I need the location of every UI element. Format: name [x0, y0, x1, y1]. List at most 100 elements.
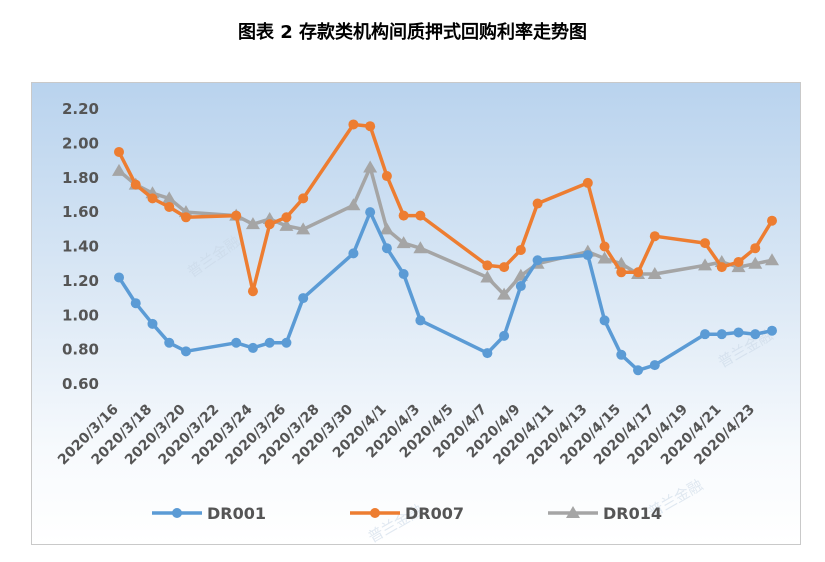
dr007-point: [114, 146, 124, 157]
dr001-point: [281, 337, 292, 348]
dr007-point: [398, 210, 409, 221]
legend-item-dr001: DR001: [152, 504, 266, 523]
dr001-point: [231, 337, 242, 348]
dr014-point: [363, 160, 378, 173]
dr001-point: [599, 315, 610, 326]
dr007-point: [298, 193, 309, 204]
dr001-point: [180, 346, 191, 357]
dr014-point: [296, 222, 311, 235]
dr007-point: [281, 212, 292, 223]
dr007-point: [750, 243, 761, 254]
chart-title: 图表 2 存款类机构间质押式回购利率走势图: [237, 22, 588, 43]
dr007-point: [231, 210, 242, 221]
y-tick-label: 1.00: [62, 306, 99, 324]
dr014-point: [698, 258, 713, 271]
dr007-point: [582, 177, 593, 188]
dr014-point: [597, 251, 612, 264]
y-tick-label: 2.20: [62, 100, 99, 118]
y-tick-label: 1.80: [62, 169, 99, 187]
dr001-point: [147, 318, 158, 329]
dr014-point: [748, 256, 763, 269]
dr014-point: [162, 191, 177, 204]
series-layer: [112, 119, 779, 376]
dr007-point: [700, 238, 711, 249]
dr014-point: [480, 270, 495, 283]
series-dr001: [114, 207, 777, 376]
legend-label: DR007: [405, 504, 464, 523]
dr007-point: [348, 119, 359, 130]
dr007-point: [716, 262, 727, 273]
dr001-point: [482, 348, 493, 359]
dr001-point: [582, 250, 593, 261]
y-tick-label: 1.20: [62, 272, 99, 290]
legend-swatch-marker: [172, 508, 182, 518]
line-chart: 普兰金融普兰金融普兰金融普兰金融普兰金融 0.60 0.80 1.00 1.20 1.4…: [55, 100, 779, 544]
dr014-point: [279, 218, 294, 231]
dr014-point: [245, 217, 260, 230]
dr001-point: [767, 325, 777, 336]
dr007-point: [381, 171, 392, 182]
dr007-point: [365, 121, 376, 132]
dr007-point: [164, 201, 175, 212]
dr007-line: [117, 122, 774, 293]
x-axis: 2020/3/162020/3/182020/3/202020/3/222020…: [55, 401, 758, 468]
series-dr014: [112, 160, 779, 300]
dr001-point: [616, 349, 627, 360]
dr007-point: [482, 260, 493, 271]
dr001-point: [415, 315, 426, 326]
dr001-point: [733, 327, 744, 338]
dr014-point: [647, 267, 662, 279]
dr007-point: [180, 212, 191, 223]
watermark-text: 普兰金融: [184, 232, 243, 281]
series-dr007: [114, 119, 777, 297]
legend: DR001 DR007 DR014: [152, 504, 662, 523]
dr001-point: [130, 298, 141, 309]
dr014-point: [396, 236, 411, 249]
y-tick-label: 1.40: [62, 238, 99, 256]
dr001-point: [515, 281, 526, 292]
dr001-point: [365, 207, 376, 218]
legend-label: DR014: [603, 504, 662, 523]
dr007-point: [599, 241, 610, 252]
dr001-point: [700, 329, 711, 340]
chart-area: 普兰金融普兰金融普兰金融普兰金融普兰金融 0.60 0.80 1.00 1.20 1.4…: [31, 82, 801, 545]
y-tick-label: 1.60: [62, 203, 99, 221]
dr014-point: [379, 222, 394, 235]
y-axis: 0.60 0.80 1.00 1.20 1.40 1.60 1.80 2.00 2.20: [62, 100, 99, 393]
legend-item-dr014: DR014: [548, 504, 662, 523]
dr007-point: [767, 215, 777, 226]
dr007-point: [532, 198, 543, 209]
dr001-point: [381, 243, 392, 254]
dr007-point: [633, 267, 644, 278]
dr001-point: [164, 337, 175, 348]
legend-swatch-marker: [370, 508, 380, 518]
dr007-point: [515, 244, 526, 255]
dr007-point: [616, 267, 627, 278]
dr007-point: [415, 210, 426, 221]
dr014-line: [117, 165, 773, 297]
y-tick-label: 2.00: [62, 134, 99, 152]
y-tick-label: 0.80: [62, 341, 99, 359]
dr001-point: [750, 329, 761, 340]
legend-swatch-marker: [566, 506, 580, 518]
dr014-point: [765, 253, 779, 266]
legend-label: DR001: [207, 504, 266, 523]
dr001-point: [298, 293, 309, 304]
dr007-point: [264, 219, 275, 230]
dr001-point: [264, 337, 275, 348]
dr007-point: [247, 286, 258, 297]
dr001-point: [499, 330, 510, 341]
dr001-point: [633, 365, 644, 376]
dr007-point: [499, 262, 510, 273]
dr014-point: [112, 163, 126, 176]
dr001-point: [114, 272, 124, 283]
dr007-point: [147, 193, 158, 204]
dr001-point: [716, 329, 727, 340]
dr001-point: [649, 360, 660, 371]
dr001-point: [398, 269, 409, 279]
dr001-point: [348, 248, 359, 259]
dr001-point: [247, 342, 258, 353]
dr014-point: [497, 287, 512, 300]
dr014-point: [413, 241, 428, 254]
dr007-point: [649, 231, 660, 242]
